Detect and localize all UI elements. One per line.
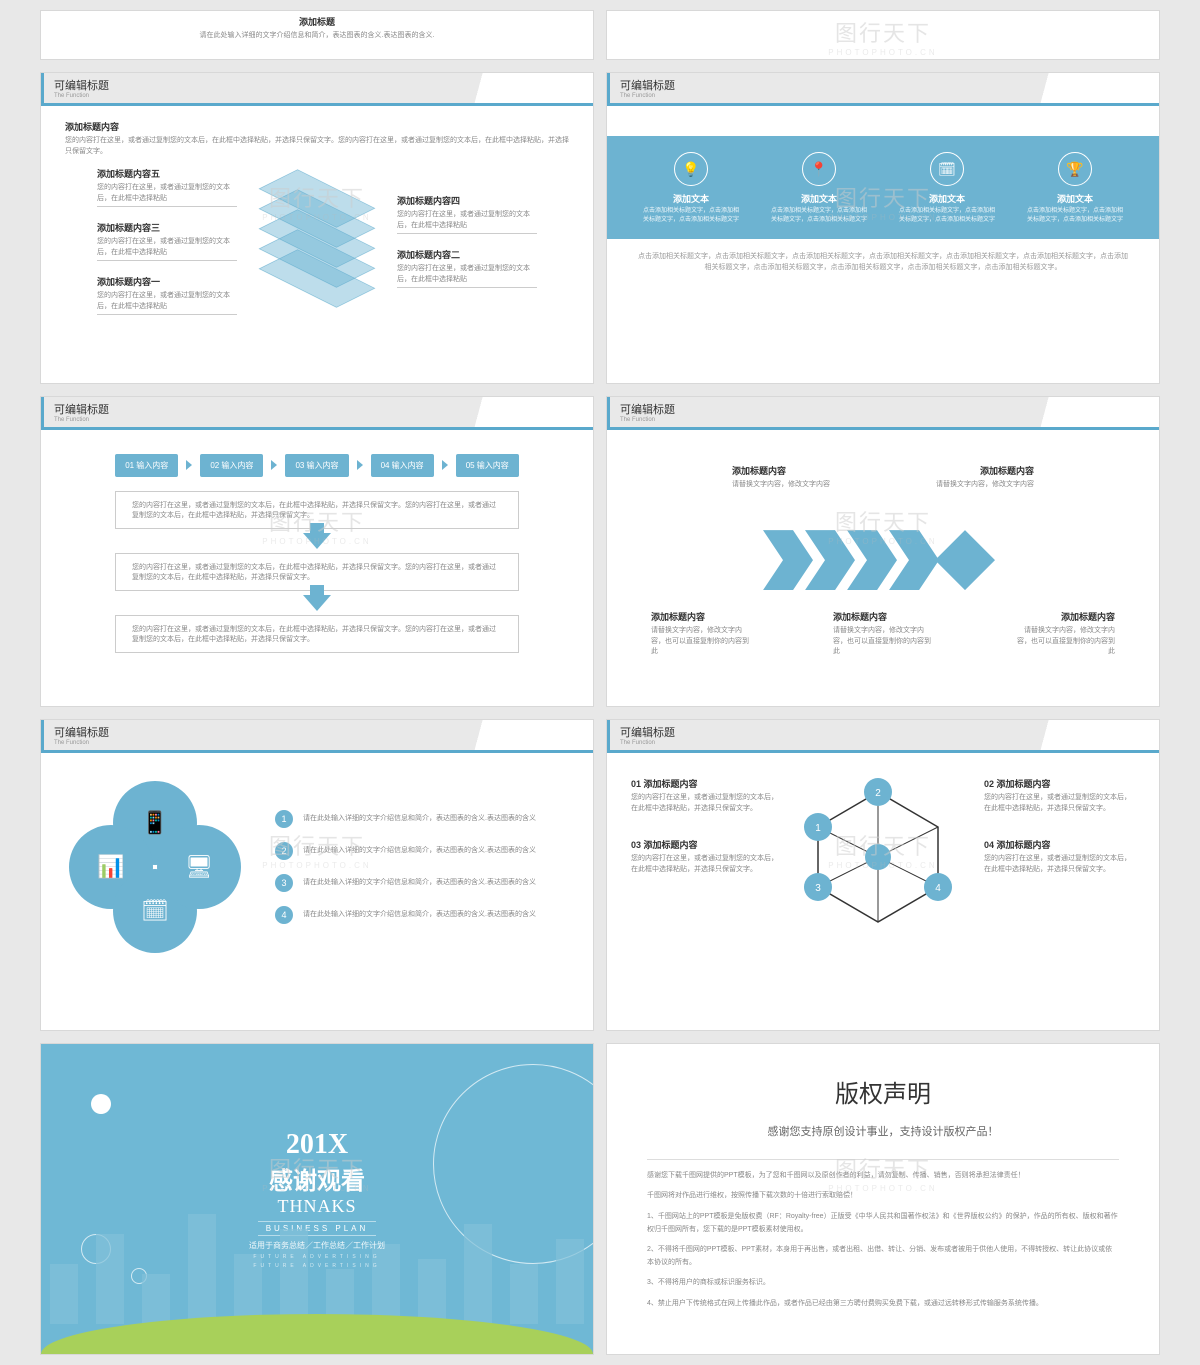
slide-process-down: 可编辑标题The Function 01 输入内容 02 输入内容 03 输入内…	[40, 396, 594, 708]
process-row: 01 输入内容 02 输入内容 03 输入内容 04 输入内容 05 输入内容	[65, 454, 569, 477]
hexagon-diagram: 2 1 4 3	[798, 777, 958, 937]
slide-header: 可编辑标题 The Function	[41, 73, 593, 106]
top-partial-row: 添加标题 请在此处输入详细的文字介绍信息和简介，表达图表的含义.表达图表的含义.…	[40, 10, 1160, 60]
slide-petals: 可编辑标题The Function 📱 📊 🗓 🖥 1请在此处输入详细的文字介绍…	[40, 719, 594, 1031]
bulb-icon: 💡	[674, 152, 708, 186]
slide-icons: 可编辑标题The Function 💡添加文本点击添加相关标题文字，点击添加相关…	[606, 72, 1160, 384]
top-slide-right: 图行天下 PHOTOPHOTO.CN	[606, 10, 1160, 60]
icon-band: 💡添加文本点击添加相关标题文字，点击添加相关标题文字，点击添加相关标题文字 📍添…	[607, 136, 1159, 239]
svg-text:3: 3	[815, 883, 821, 894]
monitor-icon: 🖥	[157, 825, 241, 909]
slide-hexagon: 可编辑标题The Function 01 添加标题内容您的内容打在这里，或者通过…	[606, 719, 1160, 1031]
svg-text:1: 1	[815, 823, 821, 834]
slide-copyright: 版权声明 感谢您支持原创设计事业，支持设计版权产品！ 感谢您下载千图网提供的PP…	[606, 1043, 1160, 1355]
trophy-icon: 🏆	[1058, 152, 1092, 186]
year-text: 201X	[286, 1129, 348, 1161]
calendar-icon: 🗓	[930, 152, 964, 186]
slide-thanks: 201X 感谢观看 THNAKS BUSINESS PLAN 适用于商务总结／工…	[40, 1043, 594, 1355]
svg-text:4: 4	[935, 883, 941, 894]
arrow-down-icon	[303, 595, 331, 611]
top-text: 请在此处输入详细的文字介绍信息和简介，表达图表的含义.表达图表的含义.	[41, 31, 593, 42]
top-slide-left: 添加标题 请在此处输入详细的文字介绍信息和简介，表达图表的含义.表达图表的含义.	[40, 10, 594, 60]
arrow-down-icon	[303, 533, 331, 549]
copyright-title: 版权声明	[647, 1074, 1119, 1109]
pin-icon: 📍	[802, 152, 836, 186]
slides-grid: 可编辑标题 The Function 添加标题内容 您的内容打在这里，或者通过复…	[40, 72, 1160, 1355]
slide-layers: 可编辑标题 The Function 添加标题内容 您的内容打在这里，或者通过复…	[40, 72, 594, 384]
top-title: 添加标题	[41, 15, 593, 28]
chevron-row	[631, 530, 1135, 590]
svg-text:2: 2	[875, 788, 881, 799]
petal-diagram: 📱 📊 🗓 🖥	[65, 777, 245, 957]
watermark: 图行天下 PHOTOPHOTO.CN	[828, 16, 937, 57]
slide-chevrons: 可编辑标题The Function 添加标题内容请替换文字内容，修改文字内容 添…	[606, 396, 1160, 708]
thanks-text: 感谢观看	[269, 1161, 365, 1196]
layer-diagram	[237, 171, 397, 311]
